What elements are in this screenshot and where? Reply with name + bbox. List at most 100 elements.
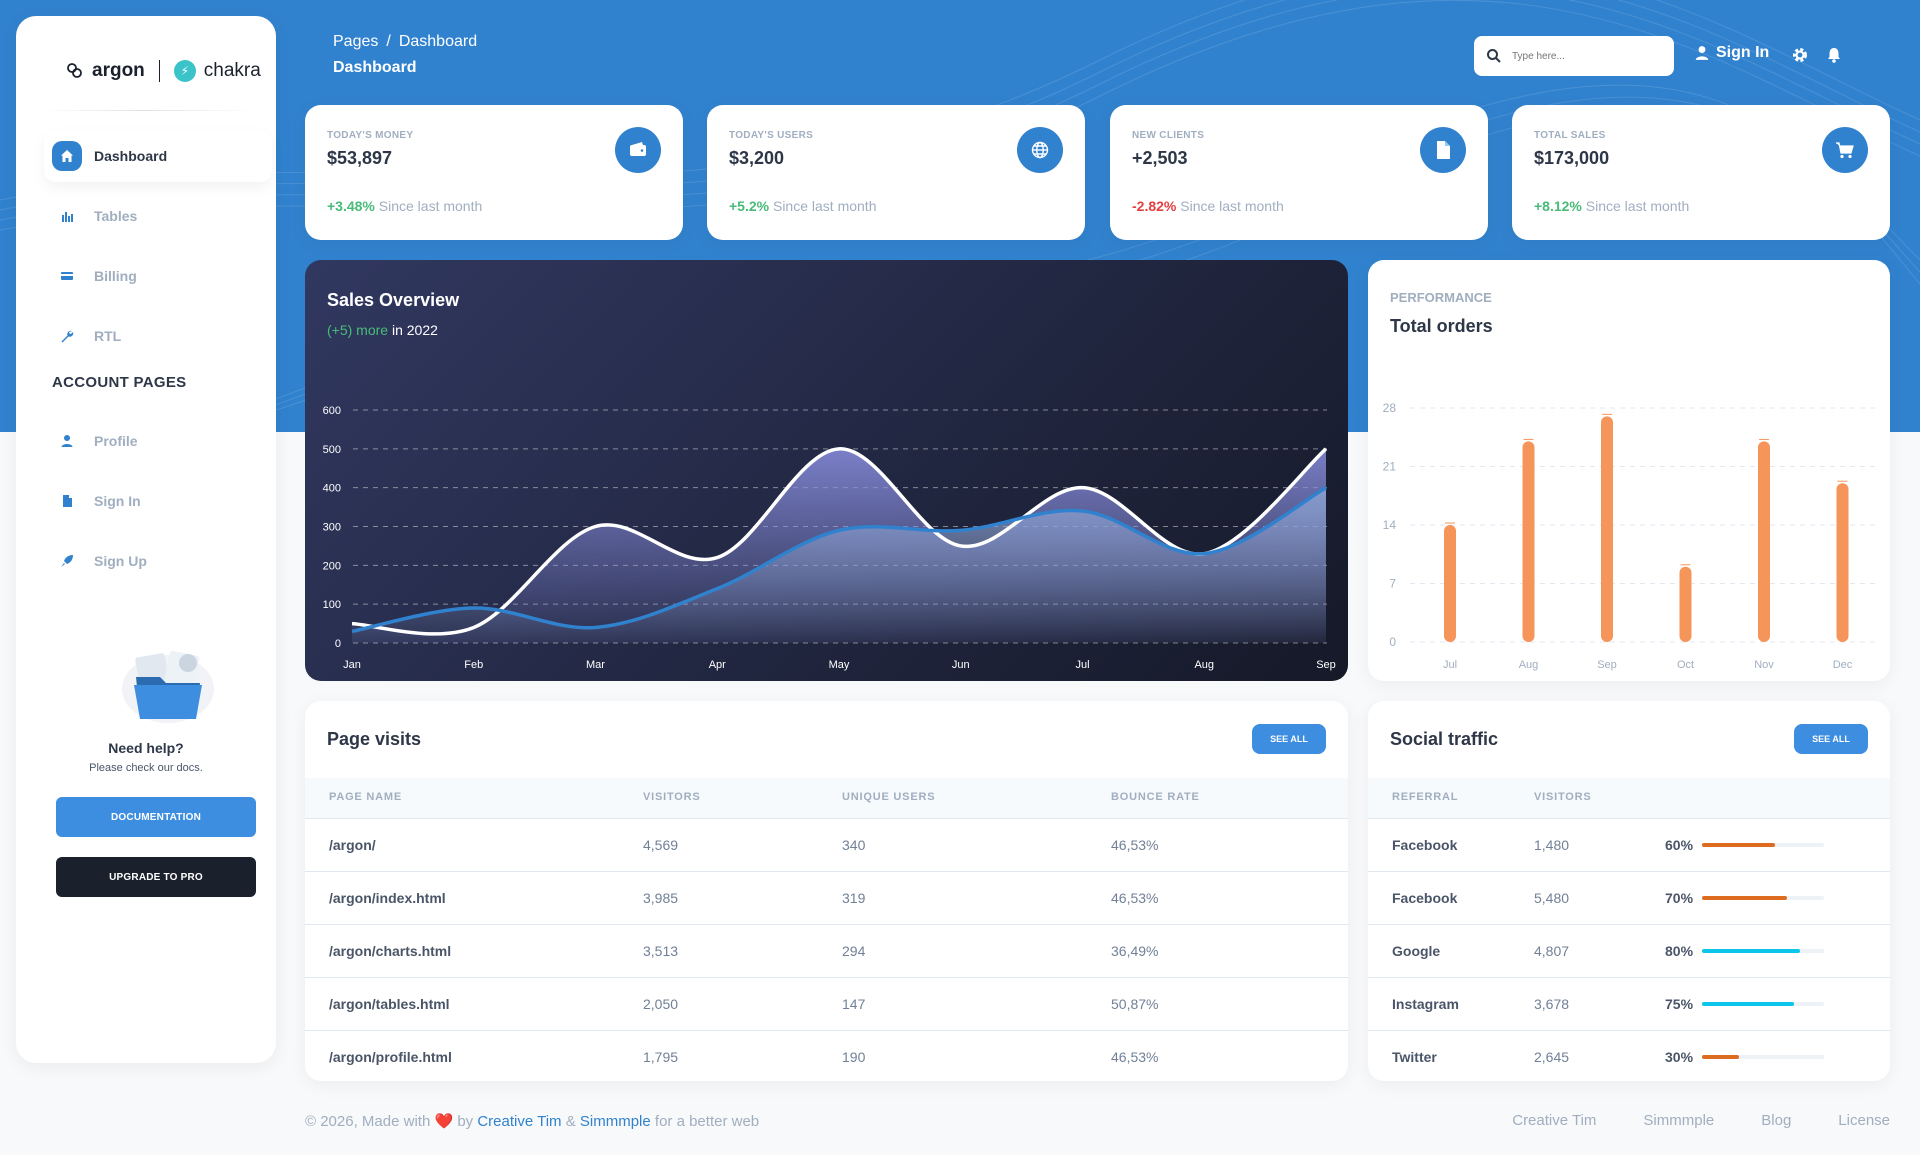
bounce-rate-cell: 36,49%	[1111, 943, 1159, 959]
footer-author-link[interactable]: Creative Tim	[477, 1113, 562, 1130]
y-tick-label: 7	[1389, 577, 1396, 591]
x-tick-label: Jul	[1075, 659, 1089, 671]
progress-fill	[1702, 949, 1800, 953]
brand-logo[interactable]: argon ⚡ chakra	[66, 56, 261, 86]
stat-value: $53,897	[327, 148, 393, 168]
unique-users-cell: 294	[842, 943, 866, 959]
footer-link-license[interactable]: License	[1838, 1112, 1890, 1129]
footer-links: Creative Tim Simmmple Blog License	[1512, 1112, 1890, 1129]
visitors-cell: 5,480	[1534, 890, 1570, 906]
page-name-cell: /argon/index.html	[329, 890, 446, 906]
bell-icon[interactable]	[1825, 46, 1843, 64]
y-tick-label: 600	[323, 405, 341, 417]
stat-value: $173,000	[1534, 148, 1610, 168]
search-input[interactable]	[1512, 50, 1662, 62]
documentation-button[interactable]: DOCUMENTATION	[56, 797, 256, 837]
visitors-cell: 2,050	[643, 996, 679, 1012]
x-tick-label: Jun	[952, 659, 970, 671]
bar	[1679, 566, 1692, 642]
column-header: UNIQUE USERS	[842, 791, 936, 803]
page-visits-see-all-button[interactable]: SEE ALL	[1252, 724, 1326, 754]
progress-fill	[1702, 896, 1788, 900]
credit-card-icon	[52, 261, 82, 291]
gear-icon[interactable]	[1791, 46, 1809, 64]
stat-suffix: Since last month	[378, 198, 483, 214]
visitors-cell: 2,645	[1534, 1049, 1570, 1065]
sign-in-link[interactable]: Sign In	[1694, 44, 1769, 62]
sales-overview-highlight: (+5) more	[327, 322, 389, 338]
stat-change: +3.48%	[327, 198, 375, 214]
upgrade-to-pro-button[interactable]: UPGRADE TO PRO	[56, 857, 256, 897]
table-row: Google 4,807 80%	[1368, 924, 1890, 977]
unique-users-cell: 319	[842, 890, 866, 906]
sidebar-item-profile[interactable]: Profile	[44, 415, 272, 467]
column-header: VISITORS	[643, 791, 701, 803]
unique-users-cell: 190	[842, 1049, 866, 1065]
y-tick-label: 21	[1383, 460, 1397, 474]
progress-fill	[1702, 1055, 1739, 1059]
visitors-cell: 4,569	[643, 837, 679, 853]
footer-link-creative-tim[interactable]: Creative Tim	[1512, 1112, 1597, 1129]
x-tick-label: Apr	[709, 659, 726, 671]
x-tick-label: Jul	[1443, 659, 1457, 671]
percent-cell: 70%	[1665, 890, 1694, 906]
sidebar: argon ⚡ chakra Dashboard Tables Billing …	[16, 16, 276, 1063]
bounce-rate-cell: 50,87%	[1111, 996, 1159, 1012]
wallet-icon	[615, 127, 661, 173]
y-tick-label: 0	[335, 638, 341, 650]
sidebar-item-tables[interactable]: Tables	[44, 190, 272, 242]
unique-users-cell: 340	[842, 837, 866, 853]
home-icon	[52, 141, 82, 171]
heart-icon: ❤️	[434, 1113, 454, 1130]
x-tick-label: Feb	[464, 659, 483, 671]
total-orders-chart: 0 7 14 21 28 Jul Aug Sep Oct Nov Dec	[1383, 401, 1880, 671]
y-tick-label: 100	[323, 599, 341, 611]
social-traffic-see-all-button[interactable]: SEE ALL	[1794, 724, 1868, 754]
percent-cell: 75%	[1665, 996, 1694, 1012]
sidebar-item-label: Profile	[94, 433, 138, 449]
y-tick-label: 14	[1383, 518, 1397, 532]
footer-amp: &	[565, 1113, 576, 1130]
sidebar-item-rtl[interactable]: RTL	[44, 310, 272, 362]
argon-logo-icon	[67, 63, 82, 78]
sidebar-item-dashboard[interactable]: Dashboard	[44, 130, 272, 182]
sidebar-item-label: Dashboard	[94, 148, 168, 164]
performance-label: PERFORMANCE	[1390, 290, 1492, 305]
progress-fill	[1702, 843, 1776, 847]
breadcrumb: Pages / Dashboard	[333, 33, 477, 51]
sidebar-item-sign-up[interactable]: Sign Up	[44, 535, 272, 587]
sidebar-item-label: Billing	[94, 268, 137, 284]
stat-suffix: Since last month	[1180, 198, 1284, 214]
sidebar-item-sign-in[interactable]: Sign In	[44, 475, 272, 527]
person-icon	[1695, 46, 1709, 60]
progress-track	[1702, 896, 1824, 900]
wrench-icon	[52, 321, 82, 351]
series-area	[352, 487, 1326, 643]
help-illustration	[116, 641, 226, 731]
stat-card-money: TODAY'S MONEY $53,897 +3.48% Since last …	[305, 105, 683, 240]
breadcrumb-pages[interactable]: Pages	[333, 33, 379, 50]
stat-change: +8.12%	[1534, 198, 1582, 214]
page-name-cell: /argon/profile.html	[329, 1049, 452, 1065]
x-tick-label: Aug	[1194, 659, 1214, 671]
table-row: Facebook 5,480 70%	[1368, 871, 1890, 924]
visitors-cell: 1,480	[1534, 837, 1570, 853]
sidebar-item-billing[interactable]: Billing	[44, 250, 272, 302]
footer-link-simmmple[interactable]: Simmmple	[1643, 1112, 1715, 1129]
visitors-cell: 1,795	[643, 1049, 679, 1065]
stat-value: $3,200	[729, 148, 785, 168]
table-row: /argon/tables.html 2,050 147 50,87%	[305, 977, 1348, 1030]
stat-footer: +3.48% Since last month	[327, 198, 482, 214]
footer-link-blog[interactable]: Blog	[1761, 1112, 1792, 1129]
search-box[interactable]	[1474, 36, 1674, 76]
sidebar-item-label: Sign In	[94, 493, 141, 509]
footer-author-link[interactable]: Simmmple	[579, 1113, 651, 1130]
stat-change: +5.2%	[729, 198, 770, 214]
brand-name: argon	[92, 60, 145, 81]
progress-track	[1702, 1055, 1824, 1059]
y-tick-label: 400	[323, 483, 341, 495]
footer-by: by	[457, 1113, 474, 1130]
y-tick-label: 28	[1383, 401, 1397, 415]
page-title: Dashboard	[333, 59, 417, 76]
page-visits-card: Page visits SEE ALL PAGE NAME VISITORS U…	[305, 701, 1348, 1081]
